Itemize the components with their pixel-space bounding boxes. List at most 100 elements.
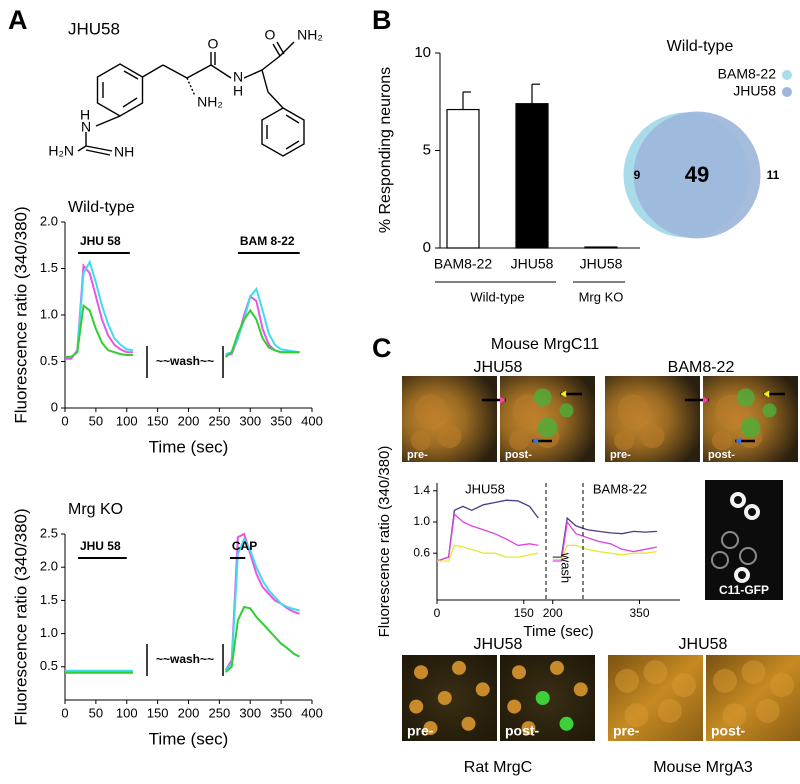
cell-spot bbox=[624, 703, 649, 728]
series-line bbox=[437, 544, 657, 562]
bar bbox=[446, 108, 480, 249]
post-label: post- bbox=[711, 723, 746, 739]
x-tick-label: 300 bbox=[239, 413, 261, 428]
x-tick-label: 350 bbox=[270, 413, 292, 428]
cell-spot bbox=[550, 660, 564, 675]
responding-cell bbox=[762, 403, 777, 418]
atom-label: NH₂ bbox=[297, 27, 323, 43]
arrow-head bbox=[763, 390, 770, 398]
atom-label: N bbox=[81, 119, 91, 135]
y-tick-label: 5 bbox=[423, 141, 431, 158]
x-axis-label: Time (sec) bbox=[149, 729, 229, 748]
cell-spot bbox=[617, 394, 650, 427]
x-tick-label: 0 bbox=[434, 606, 441, 620]
y-axis-label: % Responding neurons bbox=[377, 67, 394, 233]
x-tick-label: 0 bbox=[61, 413, 68, 428]
atom-label: N bbox=[233, 69, 243, 85]
atom-label: NH bbox=[114, 144, 134, 160]
legend-label: BAM8-22 bbox=[718, 66, 777, 82]
cell-spot bbox=[437, 691, 452, 705]
y-tick-label: 1.0 bbox=[40, 625, 58, 640]
stimulus-label: BAM 8-22 bbox=[240, 234, 295, 248]
x-tick-label: BAM8-22 bbox=[434, 256, 493, 272]
x-tick-label: 50 bbox=[89, 705, 103, 720]
y-tick-label: 2.0 bbox=[40, 559, 58, 574]
cell-spot bbox=[507, 699, 522, 714]
y-tick-label: 0.5 bbox=[40, 353, 58, 368]
image-caption: Rat MrgC bbox=[464, 759, 532, 776]
pre-label: pre- bbox=[610, 449, 631, 461]
cell-spot bbox=[461, 716, 476, 731]
image-label: BAM8-22 bbox=[668, 359, 735, 376]
x-tick-label: 150 bbox=[147, 705, 169, 720]
stimulus-label: CAP bbox=[232, 539, 257, 553]
bar bbox=[584, 246, 618, 249]
cell-spot bbox=[423, 721, 438, 736]
post-label: post- bbox=[708, 449, 735, 461]
x-tick-label: 350 bbox=[629, 606, 649, 620]
x-tick-label: 50 bbox=[89, 413, 103, 428]
x-tick-label: 300 bbox=[239, 705, 261, 720]
x-tick-label: 200 bbox=[178, 705, 200, 720]
atom-label: NH₂ bbox=[197, 94, 223, 110]
y-tick-label: 10 bbox=[414, 44, 431, 61]
x-tick-label: 100 bbox=[116, 413, 138, 428]
cell-spot bbox=[512, 665, 526, 680]
y-tick-label: 1.0 bbox=[413, 514, 430, 528]
atom-label: H bbox=[233, 83, 243, 99]
y-axis-label: Fluorescence ratio (340/380) bbox=[11, 206, 30, 423]
atom-label: O bbox=[265, 27, 276, 43]
group-label: Mrg KO bbox=[579, 289, 624, 304]
pre-label: pre- bbox=[407, 449, 428, 461]
pre-label: pre- bbox=[407, 723, 434, 739]
image-title: Mouse MrgC11 bbox=[491, 336, 599, 353]
cell-spot bbox=[411, 430, 431, 451]
x-tick-label: 200 bbox=[178, 413, 200, 428]
cell-spot bbox=[672, 673, 696, 698]
x-tick-label: 200 bbox=[543, 606, 563, 620]
wash-label: ~~wash~~ bbox=[156, 652, 214, 666]
cell-spot bbox=[521, 721, 536, 736]
cell-spot bbox=[614, 430, 634, 451]
cell-spot bbox=[573, 682, 588, 697]
x-tick-label: 150 bbox=[514, 606, 534, 620]
group-label: Wild-type bbox=[470, 289, 524, 304]
y-tick-label: 1.5 bbox=[40, 260, 58, 275]
x-tick-label: 250 bbox=[209, 705, 231, 720]
gfp-cell bbox=[730, 492, 746, 508]
cell-spot bbox=[414, 394, 447, 427]
arrow-head bbox=[735, 437, 742, 445]
responding-cell bbox=[559, 403, 574, 418]
cell-spot bbox=[475, 682, 490, 697]
trace-label: JHU58 bbox=[465, 481, 505, 496]
responding-cell bbox=[740, 417, 761, 438]
venn-value: 49 bbox=[685, 162, 709, 187]
x-tick-label: 250 bbox=[209, 413, 231, 428]
cell-spot bbox=[535, 691, 550, 705]
legend-swatch bbox=[782, 87, 792, 97]
x-axis-label: Time (sec) bbox=[149, 437, 229, 456]
series-line bbox=[436, 499, 657, 562]
responding-cell bbox=[537, 417, 558, 438]
series-line bbox=[65, 263, 300, 360]
stimulus-label: JHU 58 bbox=[80, 539, 121, 553]
series-line bbox=[65, 605, 301, 674]
venn-value: 11 bbox=[767, 168, 780, 182]
venn-circle bbox=[633, 111, 761, 239]
arrow-head bbox=[532, 437, 539, 445]
image-caption: Mouse MrgA3 bbox=[653, 759, 753, 776]
venn-value: 9 bbox=[634, 168, 641, 182]
y-axis-label: Fluorescence ratio (340/380) bbox=[11, 508, 30, 725]
structure-name: JHU58 bbox=[68, 19, 120, 38]
arrow-head bbox=[702, 396, 709, 404]
y-tick-label: 1.4 bbox=[413, 483, 430, 497]
panel-label: B bbox=[372, 5, 392, 35]
panel-label: C bbox=[372, 333, 392, 363]
post-label: post- bbox=[505, 449, 532, 461]
cell-spot bbox=[640, 424, 665, 449]
image-label: JHU58 bbox=[474, 359, 523, 376]
legend-label: JHU58 bbox=[733, 83, 776, 99]
bar bbox=[515, 103, 549, 249]
x-tick-label: 400 bbox=[301, 413, 323, 428]
